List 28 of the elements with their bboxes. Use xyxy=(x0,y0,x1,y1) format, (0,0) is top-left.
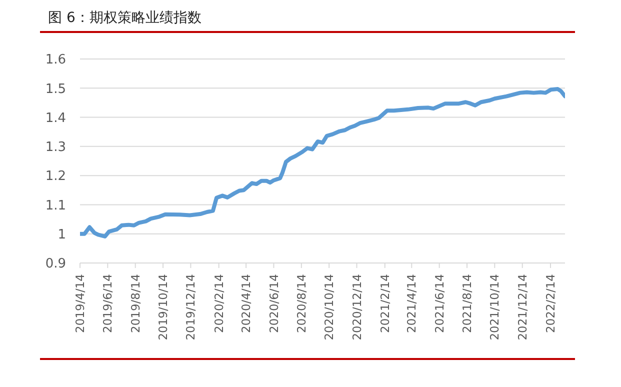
x-tick-label: 2020/12/14 xyxy=(350,274,364,340)
y-tick-label: 1.6 xyxy=(45,52,66,68)
x-tick-label: 2019/12/14 xyxy=(184,274,198,340)
x-tick-label: 2020/4/14 xyxy=(239,274,254,333)
x-tick-label: 2021/8/14 xyxy=(460,274,474,333)
line-series xyxy=(80,87,565,238)
y-tick-label: 1.4 xyxy=(45,110,66,126)
x-tick-label: 2020/6/14 xyxy=(266,274,281,333)
y-tick-label: 1.3 xyxy=(45,140,66,156)
x-tick-label: 2021/10/14 xyxy=(488,274,502,340)
y-tick-label: 1.5 xyxy=(45,82,66,97)
y-tick-label: 0.9 xyxy=(45,256,66,272)
y-tick-label: 1.2 xyxy=(45,169,66,184)
x-tick-label: 2019/8/14 xyxy=(128,274,142,333)
chart-title: 图 6：期权策略业绩指数 xyxy=(48,9,202,27)
x-tick-label: 2021/12/14 xyxy=(515,274,530,340)
x-tick-label: 2021/2/14 xyxy=(378,274,392,333)
x-tick-label: 2020/8/14 xyxy=(294,274,308,333)
x-tick-label: 2019/10/14 xyxy=(156,274,170,340)
x-tick-label: 2019/4/14 xyxy=(73,274,88,333)
x-tick-label: 2020/2/14 xyxy=(212,274,226,333)
y-tick-label: 1.1 xyxy=(45,198,66,214)
x-tick-label: 2020/10/14 xyxy=(322,274,336,340)
x-tick-label: 2019/6/14 xyxy=(100,274,115,333)
y-tick-label: 1 xyxy=(58,227,66,242)
x-tick-label: 2021/6/14 xyxy=(432,274,446,333)
x-tick-label: 2022/2/14 xyxy=(544,274,558,333)
x-tick-label: 2021/4/14 xyxy=(404,274,419,333)
